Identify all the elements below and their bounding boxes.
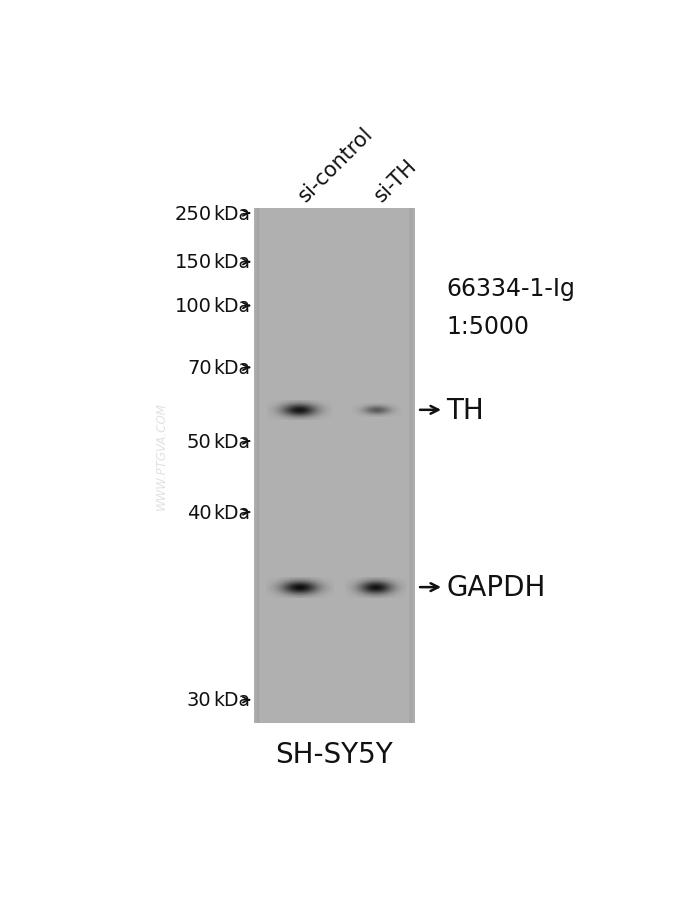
Bar — [413, 209, 415, 723]
Bar — [258, 209, 259, 723]
Bar — [411, 209, 412, 723]
Text: kDa: kDa — [213, 297, 250, 316]
Text: 250: 250 — [174, 205, 212, 224]
Bar — [258, 209, 259, 723]
Text: GAPDH: GAPDH — [446, 574, 546, 602]
Bar — [256, 209, 258, 723]
Bar — [410, 209, 411, 723]
Text: 150: 150 — [174, 253, 212, 272]
Bar — [256, 209, 258, 723]
Bar — [256, 209, 257, 723]
Bar — [409, 209, 411, 723]
Bar — [256, 209, 257, 723]
Bar — [257, 209, 258, 723]
Text: kDa: kDa — [213, 358, 250, 378]
Text: 100: 100 — [175, 297, 212, 316]
Text: 40: 40 — [187, 503, 212, 522]
Bar — [411, 209, 413, 723]
Bar — [411, 209, 413, 723]
Bar — [254, 209, 415, 723]
Bar — [411, 209, 413, 723]
Text: kDa: kDa — [213, 503, 250, 522]
Text: TH: TH — [446, 396, 484, 424]
Bar — [413, 209, 414, 723]
Text: SH-SY5Y: SH-SY5Y — [276, 741, 393, 769]
Bar — [410, 209, 412, 723]
Text: kDa: kDa — [213, 691, 250, 710]
Bar — [258, 209, 260, 723]
Bar — [254, 209, 256, 723]
Text: si-control: si-control — [294, 124, 377, 206]
Bar — [413, 209, 414, 723]
Text: kDa: kDa — [213, 205, 250, 224]
Bar — [256, 209, 258, 723]
Text: 70: 70 — [187, 358, 212, 378]
Text: WWW.PTGVA.COM: WWW.PTGVA.COM — [154, 401, 167, 510]
Bar — [257, 209, 258, 723]
Bar — [411, 209, 412, 723]
Text: 50: 50 — [187, 432, 212, 451]
Text: kDa: kDa — [213, 253, 250, 272]
Bar — [255, 209, 257, 723]
Text: kDa: kDa — [213, 432, 250, 451]
Text: 66334-1-Ig: 66334-1-Ig — [446, 277, 575, 300]
Bar — [255, 209, 256, 723]
Text: 1:5000: 1:5000 — [446, 315, 530, 339]
Bar — [255, 209, 256, 723]
Bar — [409, 209, 411, 723]
Bar — [412, 209, 413, 723]
Bar — [258, 209, 260, 723]
Bar — [412, 209, 413, 723]
Bar — [410, 209, 411, 723]
Text: 30: 30 — [187, 691, 212, 710]
Text: si-TH: si-TH — [371, 155, 421, 206]
